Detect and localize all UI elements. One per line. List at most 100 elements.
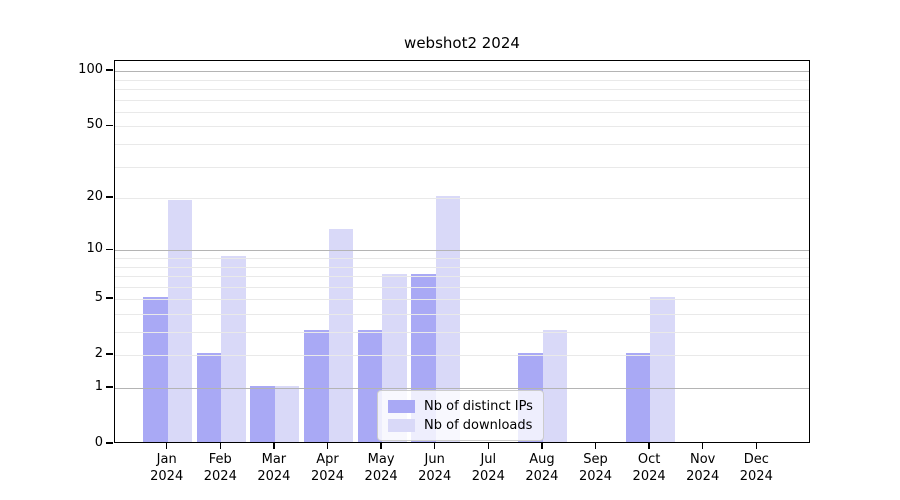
bar-downloads-feb [221,256,246,442]
x-tick-year: 2024 [686,469,720,484]
bar-downloads-apr [328,228,353,442]
y-tick-label-0: 0 [94,435,103,450]
bar-downloads-mar [274,386,300,442]
x-tick-year: 2024 [203,469,237,484]
x-tick-year: 2024 [257,469,291,484]
gridline-major-100 [115,71,809,73]
bar-downloads-aug [542,330,568,442]
legend-item-downloads: Nb of downloads [388,418,533,433]
gridline-minor-8 [115,266,809,268]
bar-downloads-oct [650,297,675,442]
bar-ips-feb [196,353,222,442]
y-tick-label-10: 10 [86,241,103,257]
gridline-major-1 [115,388,809,389]
y-tick-label-5: 5 [94,290,103,306]
bar-ips-apr [304,330,329,442]
x-tick-label-jan: Jan 2024 [135,451,199,485]
x-tick-mark-feb [219,443,222,449]
x-tick-year: 2024 [150,469,184,484]
x-tick-mark-oct [648,443,650,449]
gridline-minor-2 [115,355,809,357]
x-tick-year: 2024 [632,469,666,484]
gridline-minor-90 [115,79,809,81]
y-tick-label-1: 1 [94,379,103,394]
x-tick-year: 2024 [364,469,398,484]
x-tick-mark-nov [701,443,704,449]
gridline-minor-60 [115,111,809,113]
x-tick-mark-sep [594,443,597,449]
bar-ips-jan [143,297,168,442]
x-tick-label-dec: Dec 2024 [724,451,788,485]
x-tick-month: Jul [480,452,497,467]
x-tick-month: May [367,452,395,467]
x-tick-month: Dec [743,452,769,467]
x-tick-label-jun: Jun 2024 [403,451,467,485]
y-tick-mark-2 [106,353,113,356]
x-tick-month: Mar [261,452,287,467]
y-tick-mark-0 [106,442,113,444]
x-tick-month: Feb [208,452,232,467]
legend-swatch-ips [388,399,415,413]
x-tick-month: Jan [156,452,177,467]
x-tick-label-sep: Sep 2024 [564,451,628,485]
x-tick-year: 2024 [578,469,613,484]
x-tick-month: Aug [529,452,555,467]
x-tick-label-jul: Jul 2024 [456,451,520,485]
x-tick-mark-jul [487,443,490,449]
gridline-minor-80 [115,89,809,91]
y-tick-mark-50 [106,124,113,127]
x-tick-mark-may [380,443,382,449]
bar-ips-oct [625,353,651,442]
x-tick-year: 2024 [525,469,559,484]
bar-ips-mar [250,386,275,442]
legend-item-ips: Nb of distinct IPs [388,399,533,414]
gridline-minor-6 [115,286,809,288]
x-tick-month: Oct [637,452,661,467]
x-tick-label-may: May 2024 [349,451,413,485]
x-tick-label-oct: Oct 2024 [617,451,681,485]
x-tick-year: 2024 [471,469,505,484]
gridline-major-10 [115,250,809,252]
y-tick-label-50: 50 [86,117,103,133]
gridline-minor-4 [115,313,809,315]
gridline-minor-9 [115,258,809,259]
y-tick-label-2: 2 [94,346,103,362]
legend: Nb of distinct IPs Nb of downloads [377,390,544,441]
x-tick-mark-aug [541,443,543,449]
x-tick-label-mar: Mar 2024 [242,451,306,485]
gridline-minor-30 [115,166,809,168]
y-tick-mark-10 [106,248,113,251]
gridline-minor-20 [115,198,809,200]
y-tick-label-20: 20 [86,189,103,205]
x-tick-label-apr: Apr 2024 [296,451,360,485]
x-tick-label-feb: Feb 2024 [188,451,252,485]
x-tick-month: Apr [316,452,339,467]
x-tick-month: Nov [690,452,716,467]
gridline-minor-70 [115,99,809,101]
x-tick-mark-mar [273,443,275,449]
legend-label: Nb of distinct IPs [424,398,533,414]
legend-label: Nb of downloads [424,417,533,433]
gridline-minor-3 [115,332,809,334]
x-tick-mark-apr [326,443,329,449]
x-tick-year: 2024 [418,469,452,484]
y-tick-mark-5 [106,297,113,300]
y-tick-mark-100 [106,69,113,71]
x-tick-month: Jun [424,452,445,467]
x-tick-label-aug: Aug 2024 [510,451,574,485]
gridline-minor-5 [115,299,809,301]
x-tick-month: Sep [583,452,608,467]
x-tick-mark-jan [165,443,168,449]
gridline-minor-40 [115,144,809,146]
x-tick-year: 2024 [310,469,345,484]
y-tick-label-100: 100 [78,62,103,78]
x-tick-label-nov: Nov 2024 [671,451,735,485]
gridline-minor-50 [115,126,809,128]
legend-swatch-downloads [388,418,415,432]
plot-area [114,60,810,443]
x-tick-mark-jun [433,443,436,449]
y-tick-mark-1 [106,386,113,388]
y-tick-mark-20 [106,196,113,198]
gridline-minor-7 [115,276,809,278]
